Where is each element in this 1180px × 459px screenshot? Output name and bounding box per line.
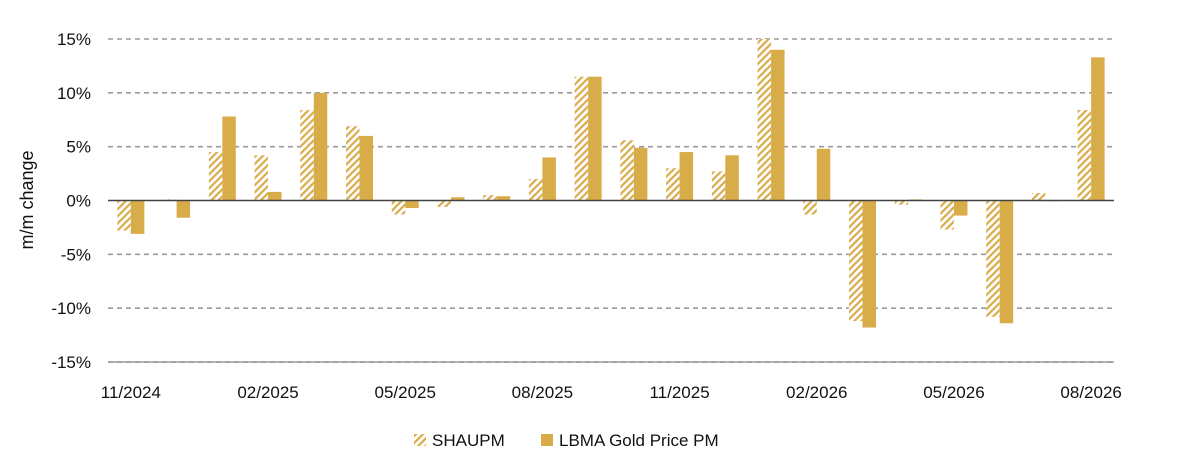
x-tick-label: 08/2025 [512,383,573,402]
y-axis-ticks: -15% -10% -5% 0% 5% 10% 15% [51,30,91,372]
shaupm-bar [117,200,131,231]
shaupm-bar [666,168,680,201]
shaupm-bar [300,110,314,201]
y-tick-label: -15% [51,353,91,372]
x-tick-label: 11/2025 [649,383,709,402]
shaupm-bar [757,39,772,201]
y-tick-label: 5% [66,138,91,157]
shaupm-bar [1077,110,1092,201]
lbma-bar [130,200,145,234]
x-tick-label: 08/2026 [1060,383,1121,402]
lbma-bar [999,200,1014,324]
shaupm-bar [986,200,1000,317]
y-tick-label: 15% [57,30,91,49]
legend: SHAUPM LBMA Gold Price PM [414,431,719,450]
shaupm-bar [940,200,954,230]
legend-swatch-shaupm [414,434,426,446]
lbma-bar [542,157,556,201]
lbma-bar [359,135,373,201]
lbma-bar [633,147,648,201]
shaupm-bar [483,195,497,201]
lbma-bar [450,197,465,201]
lbma-bar [725,155,739,201]
lbma-bar [313,92,328,201]
lbma-bar [176,200,191,218]
shaupm-bar [620,140,634,201]
shaupm-bar [803,200,817,215]
shaupm-bar [1031,192,1046,201]
lbma-bar [588,76,602,201]
lbma-bar [496,196,511,201]
lbma-bar [1091,57,1105,201]
lbma-bar [816,148,831,201]
legend-label-shaupm: SHAUPM [432,431,505,450]
y-axis-label: m/m change [17,150,37,249]
lbma-bar [268,191,282,201]
bars [117,39,1105,328]
legend-swatch-lbma [541,434,553,446]
shaupm-bar [391,200,406,215]
x-axis [108,199,1114,363]
shaupm-bar [346,126,360,201]
shaupm-bar [208,152,223,201]
lbma-bar [222,116,236,201]
shaupm-bar [254,155,269,201]
legend-label-lbma: LBMA Gold Price PM [559,431,719,450]
y-tick-label: -5% [61,245,91,264]
shaupm-bar [574,76,589,201]
x-tick-label: 05/2026 [923,383,984,402]
x-tick-label: 05/2025 [375,383,436,402]
y-tick-label: 0% [66,192,91,211]
y-tick-label: 10% [57,84,91,103]
lbma-bar [953,200,968,216]
x-tick-label: 02/2026 [786,383,847,402]
shaupm-bar [437,200,451,207]
x-tick-label: 02/2025 [237,383,298,402]
lbma-bar [405,200,419,209]
x-axis-ticks: 11/2024 02/2025 05/2025 08/2025 11/2025 02/20… [101,383,1122,402]
lbma-bar [771,49,785,201]
y-tick-label: -10% [51,299,91,318]
shaupm-bar [849,200,863,322]
lbma-bar [862,200,876,328]
x-tick-label: 11/2024 [101,383,161,402]
shaupm-bar [528,178,543,201]
shaupm-bar [894,200,909,205]
shaupm-bar [711,171,726,201]
lbma-bar [679,152,694,201]
